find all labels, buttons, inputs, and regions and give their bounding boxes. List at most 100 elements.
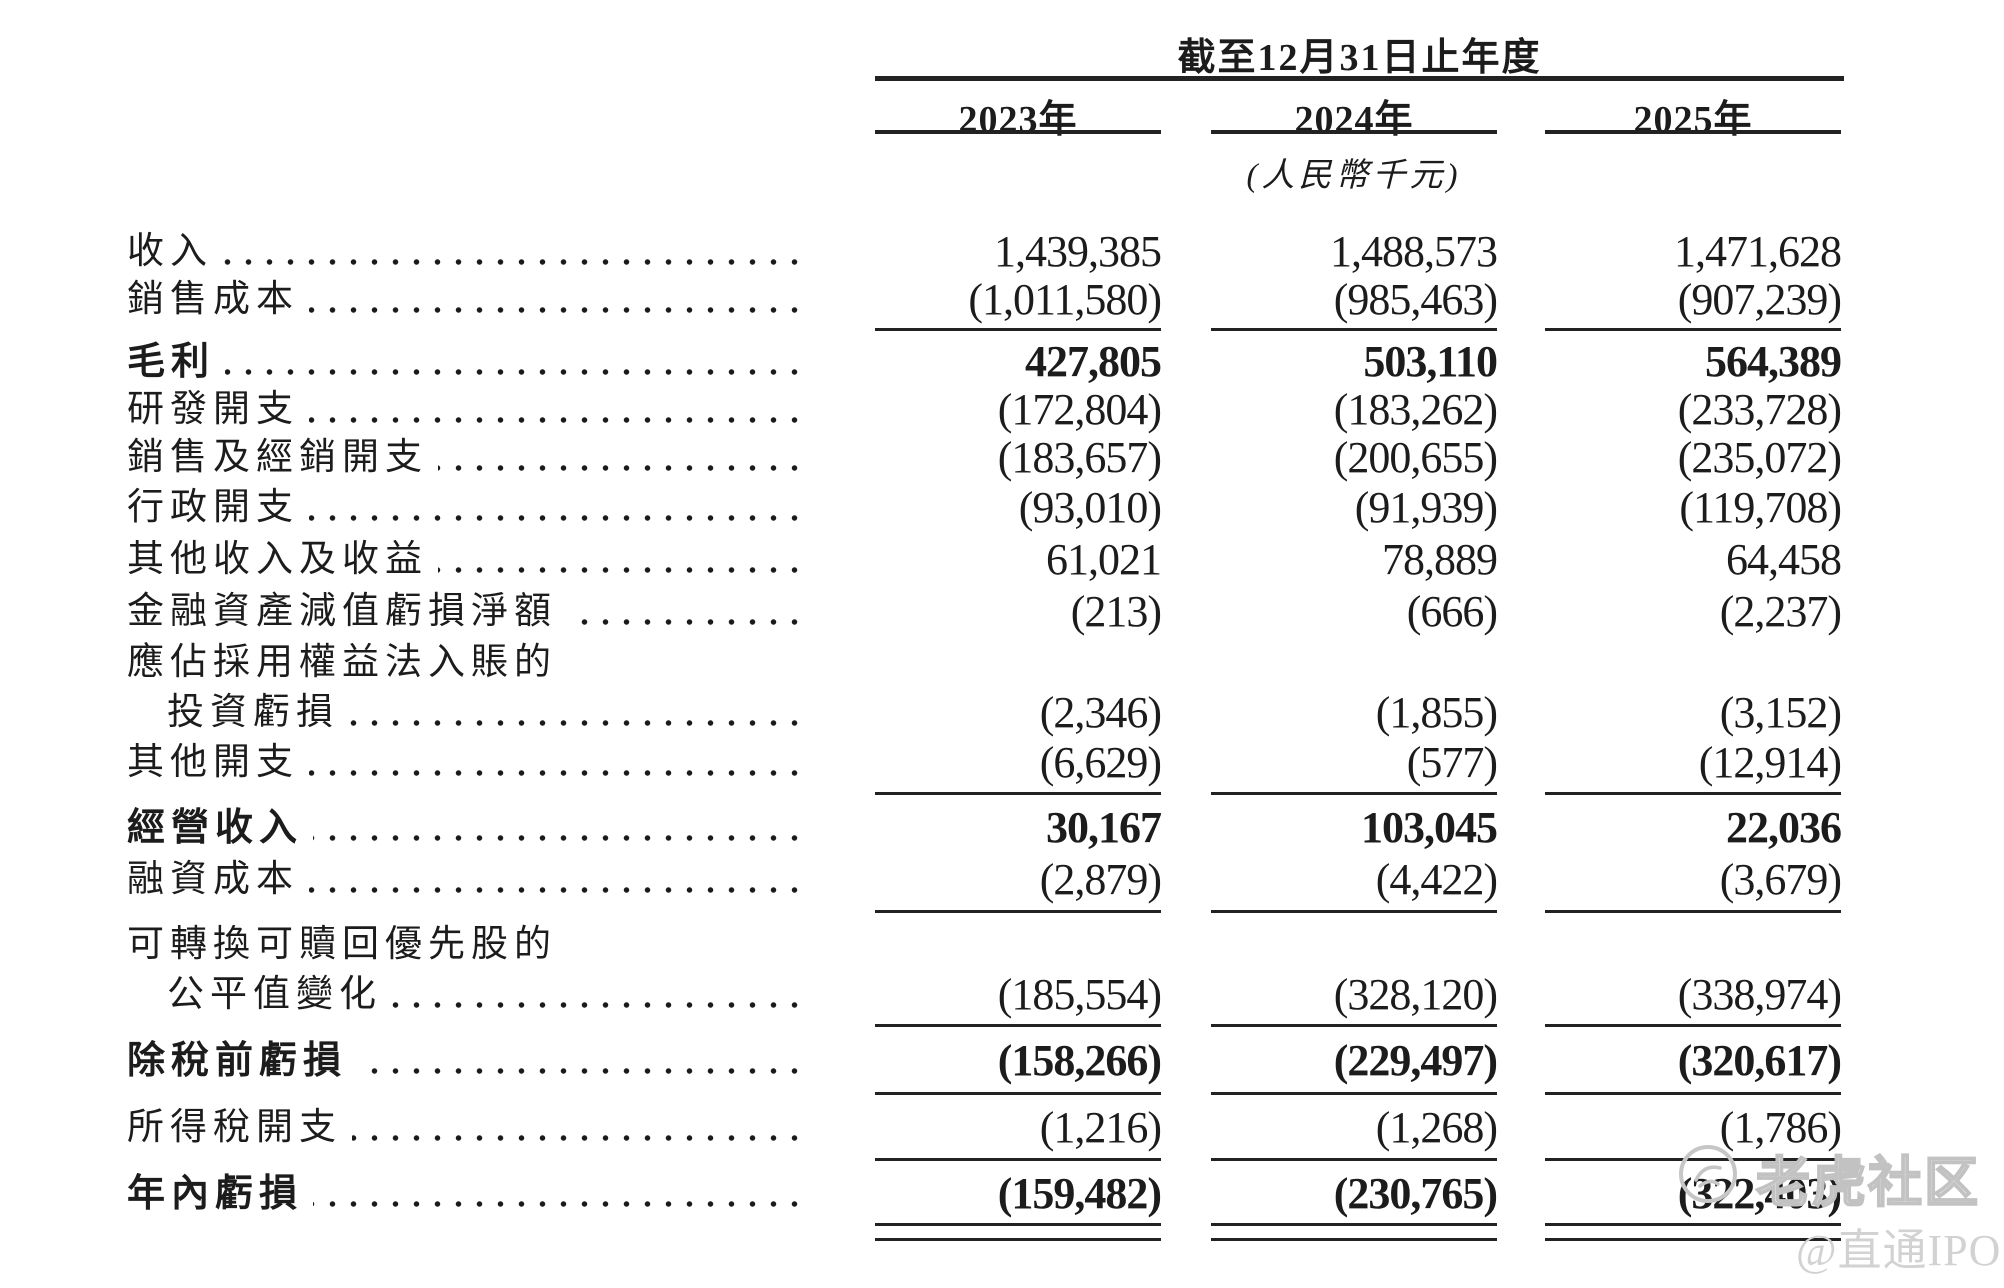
value-cell-2023年: 1,439,385 [994, 227, 1162, 276]
value-cell-2024年: (1,855) [1375, 688, 1498, 737]
value-cell-2024年: (328,120) [1333, 970, 1498, 1019]
underline-rule [1545, 910, 1841, 913]
table-row: 銷售成本 (1,011,580) (985,463) (907,239) [0, 276, 2004, 324]
income-statement-table: 收入 1,439,385 1,488,573 1,471,628 銷售成本 (1,011,… [0, 228, 2004, 1246]
value-cell-2024年: (183,262) [1333, 385, 1498, 434]
underline-rule [875, 792, 1161, 795]
column-underline-2023 [875, 130, 1161, 134]
table-row: 行政開支 (93,010) (91,939) (119,708) [0, 482, 2004, 534]
subtotal-rule-row [0, 1154, 2004, 1168]
row-label: 收入 [127, 231, 213, 272]
row-label: 銷售成本 [127, 279, 299, 320]
value-cell-2025年: (12,914) [1698, 738, 1842, 787]
value-cell-2024年: (229,497) [1333, 1036, 1498, 1085]
underline-rule [1545, 328, 1841, 331]
dot-leader [309, 416, 805, 424]
column-gap [1497, 386, 1545, 434]
underline-rule [875, 910, 1161, 913]
value-cell-2025年: (3,152) [1719, 688, 1842, 737]
dot-leader [438, 566, 805, 574]
value-cell-2025年: 64,458 [1726, 535, 1842, 584]
column-header-2024: 2024年 [1294, 99, 1414, 141]
column-gap [1497, 434, 1545, 482]
value-cell-2025年: (907,239) [1677, 275, 1842, 324]
dot-leader [313, 1200, 805, 1208]
column-gap [1497, 1034, 1545, 1088]
column-gap [1497, 920, 1545, 970]
column-gap [1161, 1034, 1211, 1088]
column-gap [1161, 854, 1211, 906]
dot-leader [223, 258, 805, 266]
value-cell-2025年: 22,036 [1726, 803, 1842, 852]
dot-leader [225, 368, 805, 376]
column-gap [1161, 1168, 1211, 1220]
column-gap [1161, 434, 1211, 482]
table-row: 應佔採用權益法入賬的 [0, 638, 2004, 688]
column-gap [1161, 338, 1211, 386]
value-cell-2025年: 564,389 [1705, 337, 1842, 386]
value-cell-2025年: (3,679) [1719, 855, 1842, 904]
double-underline-rule [1211, 1223, 1497, 1241]
column-gap [1161, 638, 1211, 688]
value-cell-2024年: 1,488,573 [1330, 227, 1498, 276]
column-gap [1497, 638, 1545, 688]
value-cell-2023年: (185,554) [997, 970, 1162, 1019]
row-label: 經營收入 [127, 807, 304, 849]
column-gap [1497, 338, 1545, 386]
value-cell-2025年: (235,072) [1677, 433, 1842, 482]
table-row: 經營收入 30,167 103,045 22,036 [0, 802, 2004, 854]
value-cell-2024年 [1211, 638, 1497, 688]
dot-leader [309, 306, 805, 314]
column-gap [1161, 970, 1211, 1020]
value-cell-2025年: (119,708) [1679, 483, 1842, 532]
dot-leader [352, 1134, 805, 1142]
dot-leader [313, 834, 805, 842]
underline-rule [1545, 1092, 1841, 1095]
table-row: 收入 1,439,385 1,488,573 1,471,628 [0, 228, 2004, 276]
double-underline-rule [875, 1223, 1161, 1241]
subtotal-rule-row [0, 906, 2004, 920]
value-cell-2024年: (4,422) [1375, 855, 1498, 904]
row-label: 銷售及經銷開支 [127, 437, 428, 478]
column-gap [1161, 802, 1211, 854]
column-gap [1497, 854, 1545, 906]
dot-leader [357, 1067, 805, 1075]
dot-leader [309, 514, 805, 522]
row-label: 研發開支 [127, 389, 299, 430]
value-cell-2024年: (230,765) [1333, 1169, 1498, 1218]
value-cell-2024年 [1211, 920, 1497, 970]
table-row: 其他收入及收益 61,021 78,889 64,458 [0, 534, 2004, 586]
value-cell-2023年: (2,346) [1039, 688, 1162, 737]
underline-rule [1211, 1158, 1497, 1161]
column-gap [1497, 482, 1545, 534]
table-row: 年內虧損 (159,482) (230,765) (322,403) [0, 1168, 2004, 1220]
value-cell-2023年: 61,021 [1046, 535, 1162, 584]
column-gap [1161, 228, 1211, 276]
underline-rule [1545, 1158, 1841, 1161]
row-label: 其他開支 [127, 742, 299, 783]
column-underline-2024 [1211, 130, 1497, 134]
column-gap [1497, 1168, 1545, 1220]
value-cell-2023年: 30,167 [1046, 803, 1162, 852]
value-cell-2023年: (93,010) [1018, 483, 1162, 532]
dot-leader [392, 1001, 805, 1009]
double-underline-rule [1545, 1223, 1841, 1241]
value-cell-2023年: (213) [1070, 587, 1162, 636]
header-top-rule [875, 76, 1844, 81]
row-label: 其他收入及收益 [127, 539, 428, 580]
column-gap [1161, 920, 1211, 970]
value-cell-2023年: 427,805 [1025, 337, 1162, 386]
table-row: 所得稅開支 (1,216) (1,268) (1,786) [0, 1102, 2004, 1154]
value-cell-2024年: (985,463) [1333, 275, 1498, 324]
column-gap [1497, 228, 1545, 276]
value-cell-2024年: (666) [1406, 587, 1498, 636]
subtotal-rule-row [0, 324, 2004, 338]
underline-rule [1211, 1024, 1497, 1027]
row-label: 所得稅開支 [127, 1107, 342, 1148]
value-cell-2023年 [875, 920, 1161, 970]
value-cell-2024年: (577) [1406, 738, 1498, 787]
value-cell-2024年: (91,939) [1354, 483, 1498, 532]
row-label: 行政開支 [127, 487, 299, 528]
row-label: 金融資產減值虧損淨額 [127, 591, 557, 632]
